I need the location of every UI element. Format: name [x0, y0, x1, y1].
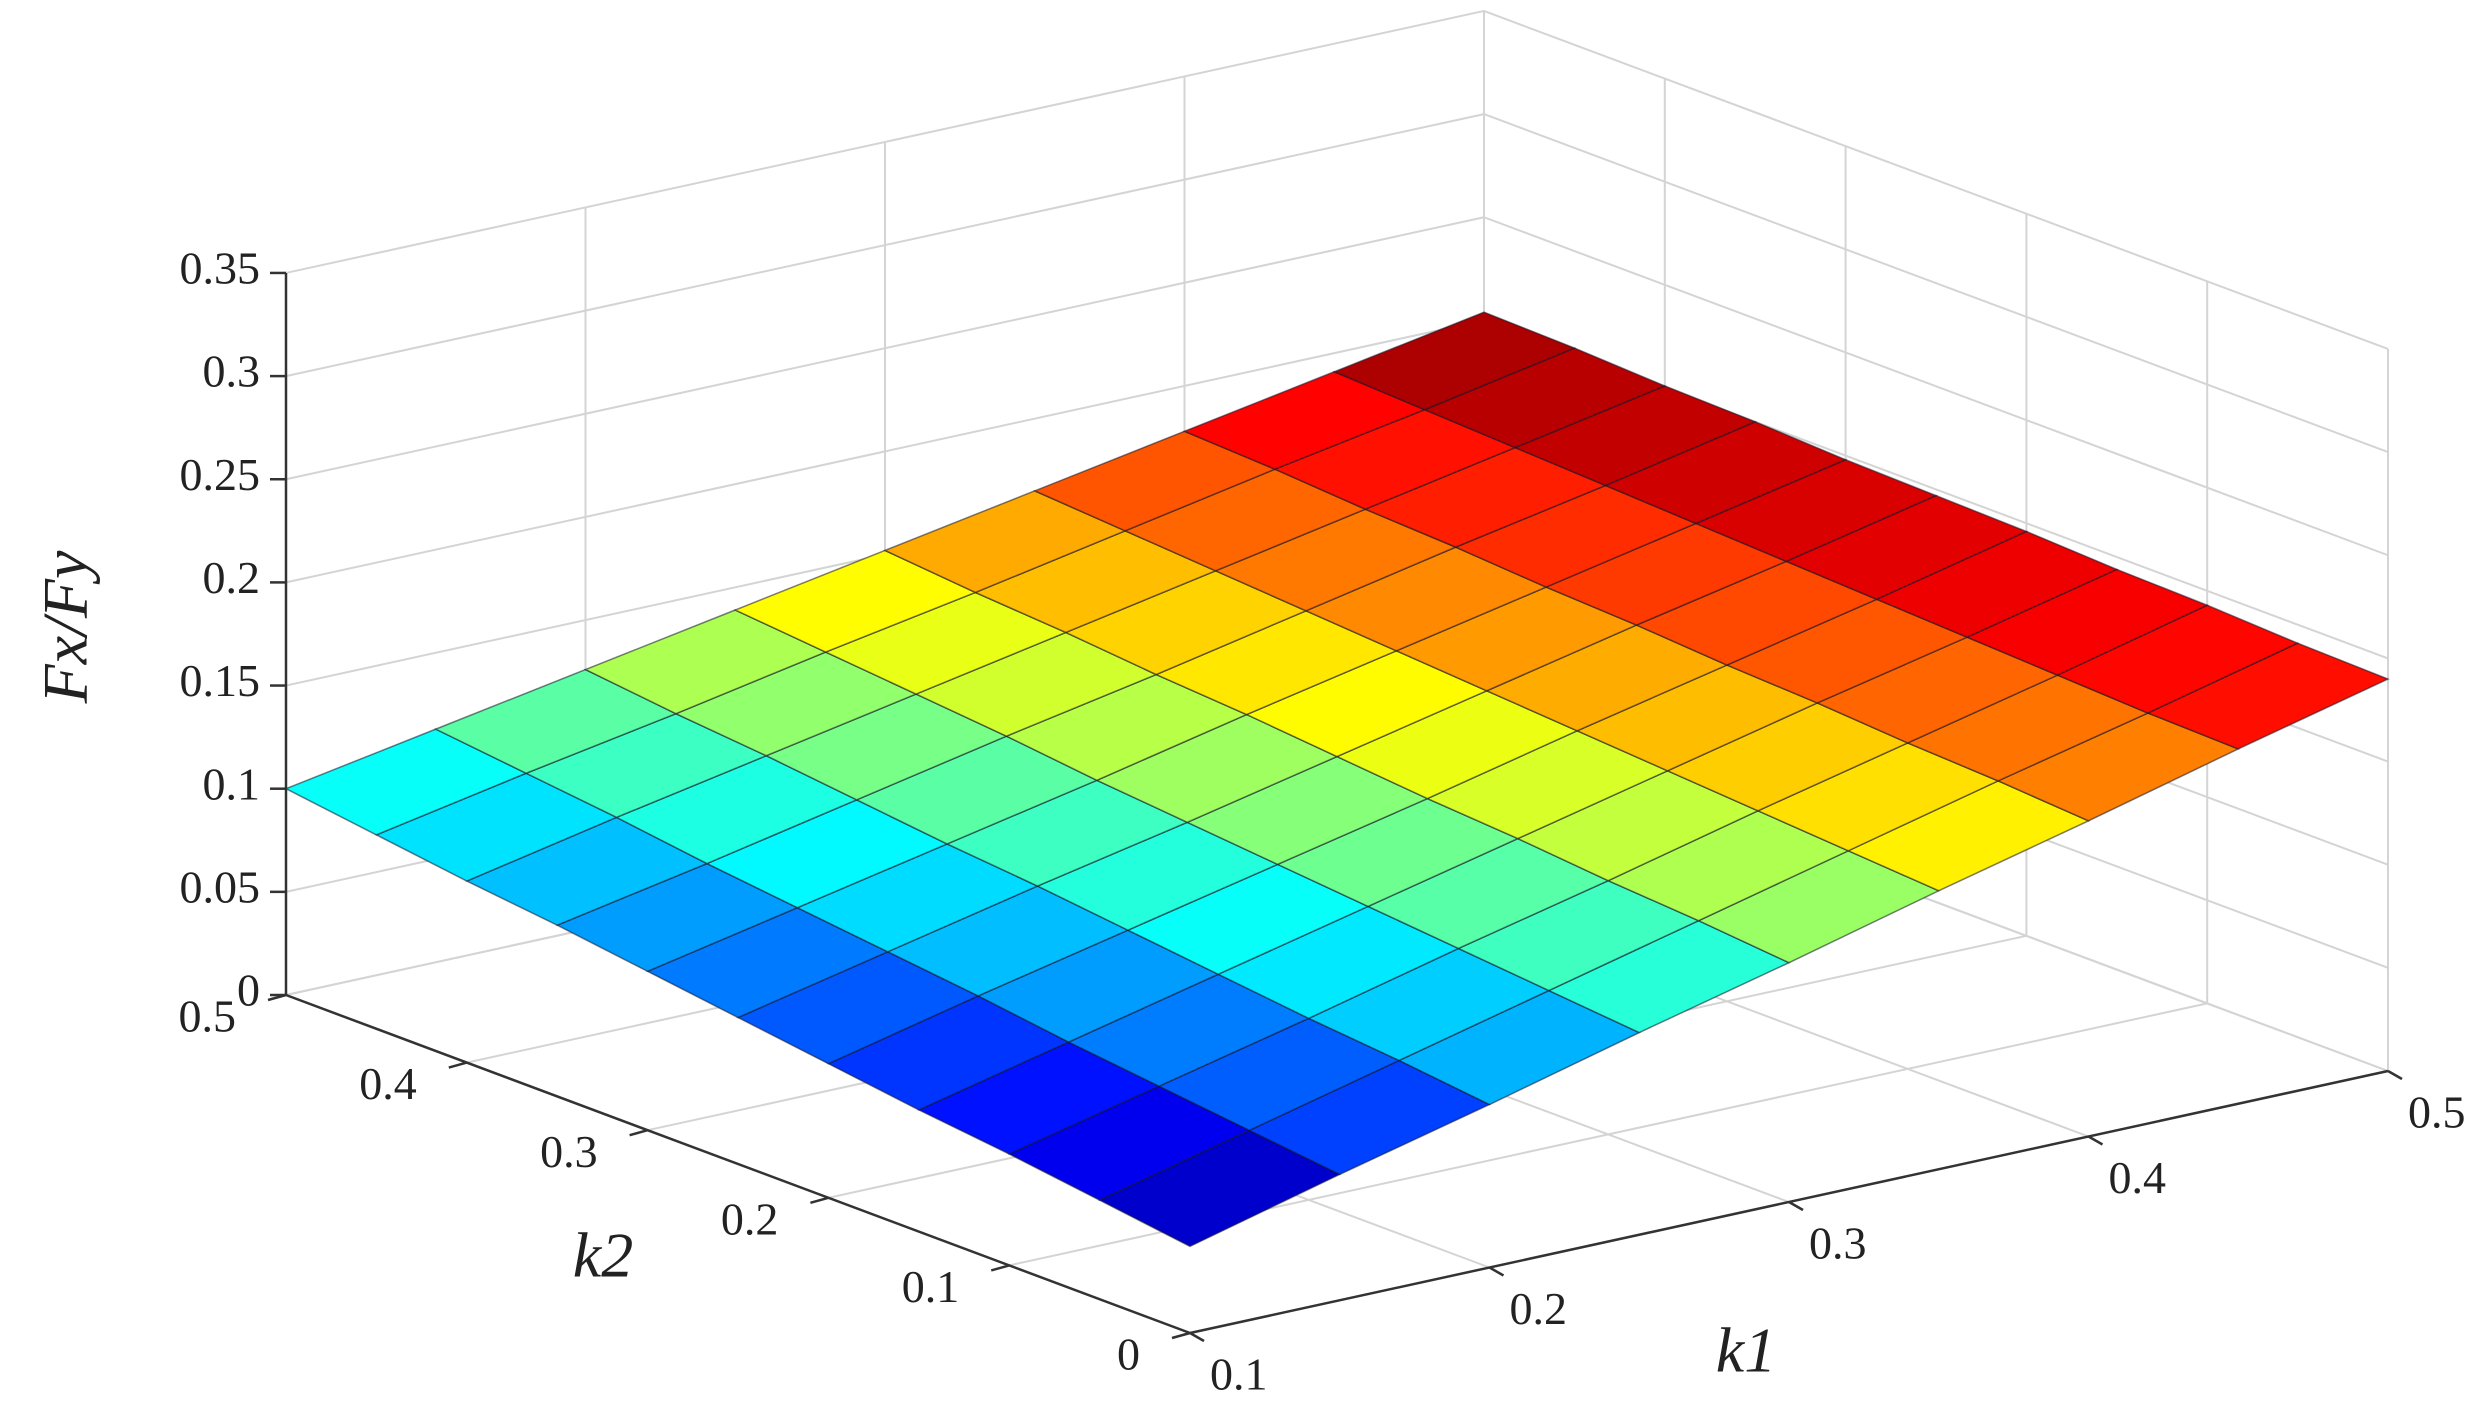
x-tick-label: 0.5	[2408, 1087, 2466, 1138]
x-tick-label: 0.2	[1510, 1283, 1568, 1334]
labels: Fx/Fy k2 k1 00.050.10.150.20.250.30.3500…	[30, 243, 2466, 1400]
y-axis-label: k2	[573, 1220, 633, 1291]
x-tick-label: 0.3	[1809, 1218, 1867, 1269]
x-tick	[2387, 1069, 2403, 1081]
z-tick-label: 0.15	[180, 655, 261, 706]
x-tick	[1189, 1331, 1205, 1343]
wall-grid-line	[285, 216, 1485, 481]
wall-grid-line	[285, 113, 1485, 378]
z-tick-label: 0.05	[180, 861, 261, 912]
z-tick-label: 0.1	[203, 758, 261, 809]
z-tick-label: 0.25	[180, 449, 261, 500]
y-tick	[448, 1061, 468, 1069]
x-tick	[1788, 1200, 1804, 1212]
x-tick	[2087, 1135, 2104, 1146]
z-tick-label: 0.3	[203, 346, 261, 397]
wall-grid-line	[1483, 10, 2389, 350]
z-tick-label: 0.2	[203, 552, 261, 603]
y-tick	[1171, 1331, 1191, 1340]
wall-grid-line	[1483, 216, 2389, 557]
y-axis	[285, 993, 1191, 1335]
y-tick-label: 0.2	[721, 1193, 779, 1244]
y-tick-label: 0.3	[540, 1126, 598, 1177]
z-tick-label: 0.35	[180, 243, 261, 294]
z-tick-label: 0	[237, 965, 260, 1016]
y-tick-label: 0.1	[902, 1261, 960, 1312]
x-tick-label: 0.1	[1210, 1349, 1268, 1400]
x-tick	[1488, 1266, 1505, 1277]
y-tick-label: 0.4	[359, 1058, 417, 1109]
y-tick	[629, 1128, 648, 1137]
wall-grid-line	[285, 9, 1485, 274]
y-tick-label: 0	[1117, 1329, 1140, 1380]
wall-grid-line	[1483, 113, 2389, 454]
x-tick-label: 0.4	[2109, 1152, 2167, 1203]
y-tick	[990, 1264, 1010, 1272]
y-tick-label: 0.5	[179, 991, 237, 1042]
y-tick	[810, 1196, 829, 1205]
z-axis-label: Fx/Fy	[30, 550, 101, 704]
x-axis-label: k1	[1716, 1315, 1776, 1386]
surface	[284, 311, 2390, 1248]
wall-grid-line	[285, 319, 1485, 584]
y-tick	[267, 993, 287, 1002]
surface-cell	[1332, 311, 1577, 411]
